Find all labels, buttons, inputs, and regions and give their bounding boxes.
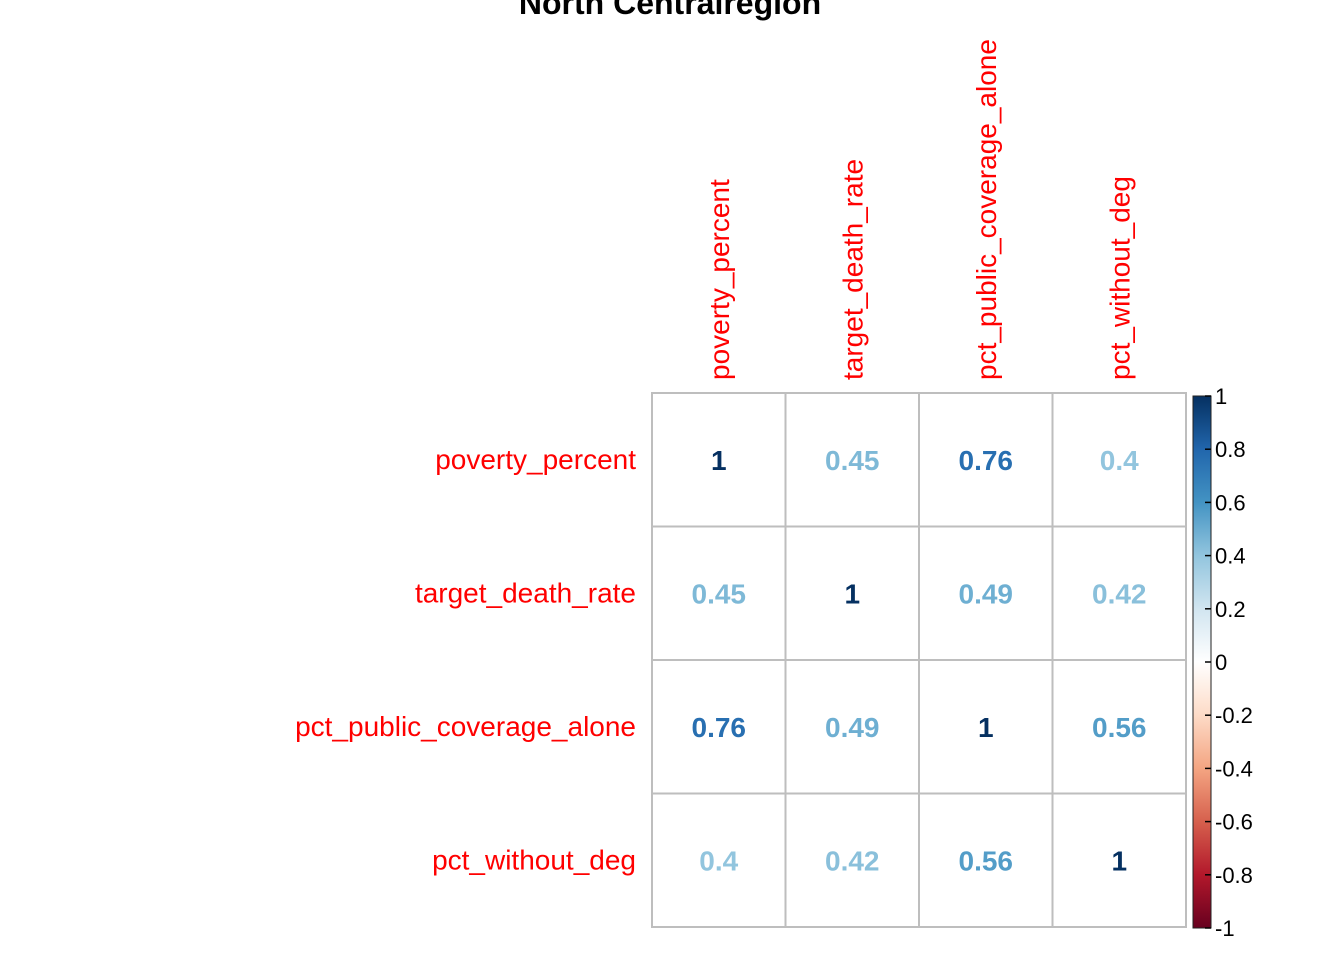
heatmap-cell (784, 659, 920, 795)
heatmap-cell (1051, 525, 1187, 661)
cell-value-label: 0.45 (692, 578, 747, 609)
row-label: pct_public_coverage_alone (295, 711, 636, 742)
row-label: target_death_rate (415, 577, 636, 608)
colorbar-tick-label: 0.2 (1215, 597, 1246, 622)
column-label: pct_public_coverage_alone (971, 39, 1002, 380)
heatmap-cell (784, 525, 920, 661)
column-labels: poverty_percent target_death_rate pct_publ… (704, 39, 1136, 380)
cell-value-label: 1 (711, 445, 727, 476)
cell-value-label: 1 (978, 712, 994, 743)
colorbar-tick-label: -0.6 (1215, 810, 1253, 835)
heatmap-cell (1051, 792, 1187, 928)
heatmap-cell (651, 392, 787, 528)
cell-value-label: 0.49 (825, 712, 880, 743)
heatmap-cell (651, 792, 787, 928)
colorbar-tick-label: -1 (1215, 916, 1235, 941)
correlation-grid: 1 0.45 0.76 0.4 0.45 1 0.49 0.42 0.76 0.49 1 0.56 0.… (651, 392, 1187, 928)
cell-value-label: 0.76 (959, 445, 1014, 476)
colorbar-tick-label: 0.4 (1215, 544, 1246, 569)
color-legend: 1 0.8 0.6 0.4 0.2 0 -0.2 -0.4 -0.6 -0.8 -1 (1192, 384, 1253, 941)
cell-value-label: 0.56 (959, 845, 1014, 876)
row-label: pct_without_deg (432, 844, 636, 875)
cell-value-label: 0.42 (825, 845, 880, 876)
colorbar-tick-label: 0.8 (1215, 437, 1246, 462)
column-label: poverty_percent (704, 179, 735, 380)
row-labels: poverty_percent target_death_rate pct_publ… (295, 444, 636, 876)
colorbar-tick-label: 1 (1215, 384, 1227, 409)
cell-value-label: 0.45 (825, 445, 880, 476)
cell-value-label: 1 (844, 578, 860, 609)
column-label: pct_without_deg (1104, 176, 1135, 380)
cell-value-label: 0.4 (1100, 445, 1139, 476)
heatmap-cell (784, 792, 920, 928)
heatmap-cell (784, 392, 920, 528)
cell-value-label: 0.4 (699, 845, 738, 876)
colorbar-tick-label: -0.8 (1215, 863, 1253, 888)
cell-value-label: 0.56 (1092, 712, 1147, 743)
column-label: target_death_rate (837, 159, 868, 380)
colorbar-tick-label: -0.2 (1215, 703, 1253, 728)
colorbar-tick-label: -0.4 (1215, 756, 1253, 781)
cell-value-label: 0.42 (1092, 578, 1147, 609)
chart-title: North Centralregion (519, 0, 821, 21)
cell-value-label: 0.49 (959, 578, 1014, 609)
cell-value-label: 1 (1111, 845, 1127, 876)
colorbar-tick-label: 0 (1215, 650, 1227, 675)
row-label: poverty_percent (435, 444, 636, 475)
heatmap-cell (1051, 392, 1187, 528)
colorbar-tick-label: 0.6 (1215, 490, 1246, 515)
heatmap-cell (1051, 659, 1187, 795)
cell-value-label: 0.76 (692, 712, 747, 743)
heatmap-cell (918, 392, 1054, 528)
